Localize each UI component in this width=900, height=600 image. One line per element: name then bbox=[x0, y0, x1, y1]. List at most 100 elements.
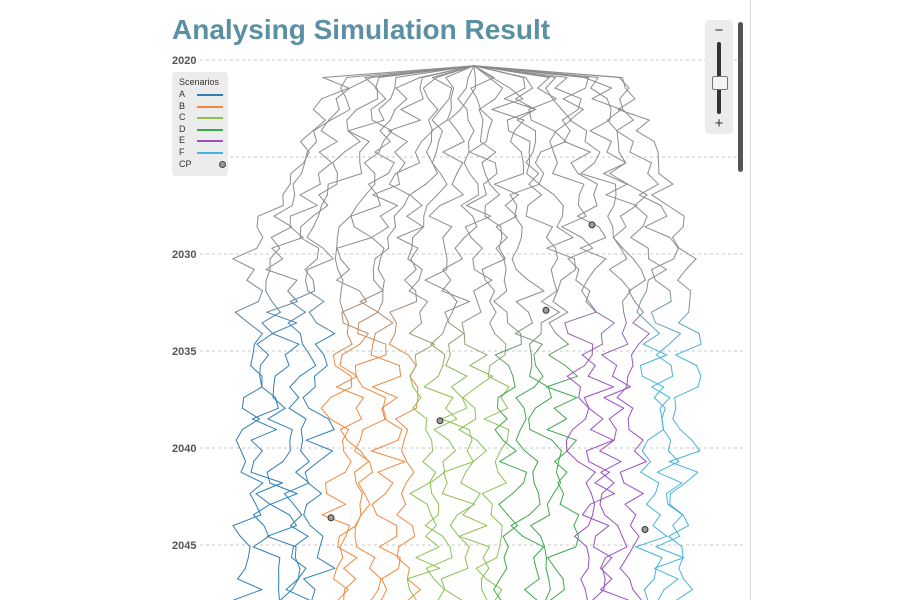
series-f-segment bbox=[656, 471, 683, 484]
series-f-segment bbox=[661, 418, 664, 431]
series-d-segment bbox=[515, 269, 529, 281]
series-b-segment bbox=[381, 397, 398, 409]
series-b-segment bbox=[381, 407, 386, 420]
series-e-segment bbox=[554, 77, 568, 89]
series-f-segment bbox=[642, 333, 660, 345]
series-b-segment bbox=[395, 407, 417, 420]
zoom-slider-thumb[interactable] bbox=[712, 76, 728, 90]
series-d-segment bbox=[520, 151, 524, 164]
series-e-segment bbox=[600, 578, 613, 591]
series-d-segment bbox=[566, 439, 577, 452]
zoom-control[interactable]: − + bbox=[705, 20, 733, 134]
series-d-segment bbox=[546, 386, 578, 399]
series-f-segment bbox=[669, 493, 671, 505]
series-a-segment bbox=[297, 567, 301, 580]
series-e-segment bbox=[561, 226, 583, 238]
series-f-segment bbox=[665, 482, 683, 495]
series-a-segment bbox=[273, 205, 293, 217]
series-f-segment bbox=[652, 514, 661, 527]
series-b-segment bbox=[401, 439, 405, 452]
series-c-segment bbox=[422, 461, 436, 473]
series-d-segment bbox=[535, 567, 540, 580]
series-b-segment bbox=[377, 461, 406, 473]
series-b-segment bbox=[337, 535, 340, 548]
series-f-segment bbox=[635, 535, 668, 548]
series-b-segment bbox=[336, 279, 361, 292]
series-a-segment bbox=[299, 183, 321, 196]
series-b-segment bbox=[405, 471, 415, 484]
series-c-segment bbox=[414, 354, 417, 366]
legend-label: E bbox=[179, 135, 186, 146]
series-b-segment bbox=[393, 215, 396, 228]
series-d-segment bbox=[512, 375, 516, 388]
zoom-out-button[interactable]: − bbox=[714, 22, 724, 39]
series-b-segment bbox=[395, 418, 409, 431]
series-c-segment bbox=[406, 578, 410, 591]
series-c-segment bbox=[442, 226, 453, 238]
series-e-segment bbox=[588, 407, 604, 420]
series-a-segment bbox=[308, 407, 329, 420]
series-d-segment bbox=[497, 407, 508, 420]
series-f-segment bbox=[644, 226, 671, 238]
series-e-segment bbox=[566, 375, 581, 388]
series-c-segment bbox=[442, 258, 463, 270]
series-b-segment bbox=[372, 375, 402, 388]
series-d-segment bbox=[525, 151, 534, 164]
series-a-segment bbox=[300, 439, 304, 452]
series-d-segment bbox=[503, 258, 507, 270]
series-f-segment bbox=[655, 546, 685, 559]
series-c-segment bbox=[444, 589, 463, 600]
series-f-segment bbox=[624, 87, 636, 100]
series-a-segment bbox=[253, 333, 263, 345]
series-e-segment bbox=[592, 503, 595, 516]
series-b-segment bbox=[377, 301, 384, 313]
zoom-in-button[interactable]: + bbox=[714, 115, 724, 132]
series-b-segment bbox=[343, 589, 345, 600]
series-f-segment bbox=[663, 578, 679, 591]
series-b-segment bbox=[332, 354, 336, 366]
series-d-segment bbox=[528, 418, 531, 431]
series-a-segment bbox=[378, 98, 392, 110]
series-c-segment bbox=[431, 493, 440, 505]
series-e-segment bbox=[570, 162, 579, 174]
series-b-segment bbox=[361, 386, 386, 399]
series-f-segment bbox=[643, 578, 655, 591]
series-lines bbox=[232, 65, 702, 600]
series-e-segment bbox=[581, 503, 591, 516]
series-a-segment bbox=[347, 119, 385, 132]
series-c-segment bbox=[448, 119, 458, 132]
series-c-segment bbox=[451, 301, 458, 313]
series-c-segment bbox=[451, 173, 458, 185]
series-c-segment bbox=[463, 151, 470, 164]
series-f-segment bbox=[658, 173, 674, 185]
series-d-segment bbox=[495, 247, 505, 260]
series-d-segment bbox=[544, 546, 547, 559]
series-b-segment bbox=[321, 514, 351, 527]
series-e-segment bbox=[605, 183, 628, 196]
series-e-segment bbox=[619, 205, 638, 217]
series-f-segment bbox=[668, 525, 690, 537]
series-f-segment bbox=[606, 109, 622, 121]
series-b-segment bbox=[359, 290, 384, 302]
series-b-segment bbox=[370, 354, 400, 366]
series-b-segment bbox=[377, 471, 394, 484]
series-b-segment bbox=[326, 493, 347, 505]
series-b-segment bbox=[414, 141, 422, 153]
checkpoint-markers bbox=[327, 221, 649, 533]
series-a-segment bbox=[252, 535, 270, 548]
series-a-segment bbox=[291, 194, 296, 206]
series-d-segment bbox=[520, 226, 523, 238]
series-a-segment bbox=[289, 386, 300, 399]
series-b-segment bbox=[393, 205, 405, 217]
series-b-segment bbox=[387, 226, 396, 238]
vertical-scrollbar[interactable] bbox=[738, 22, 743, 172]
series-a-segment bbox=[303, 503, 308, 516]
series-c-segment bbox=[487, 375, 510, 388]
series-d-segment bbox=[562, 578, 565, 591]
series-b-segment bbox=[422, 87, 429, 100]
series-b-segment bbox=[374, 141, 391, 153]
series-f-segment bbox=[668, 461, 699, 473]
series-a-segment bbox=[263, 525, 270, 537]
series-b-segment bbox=[415, 290, 418, 302]
series-e-segment bbox=[577, 173, 598, 185]
